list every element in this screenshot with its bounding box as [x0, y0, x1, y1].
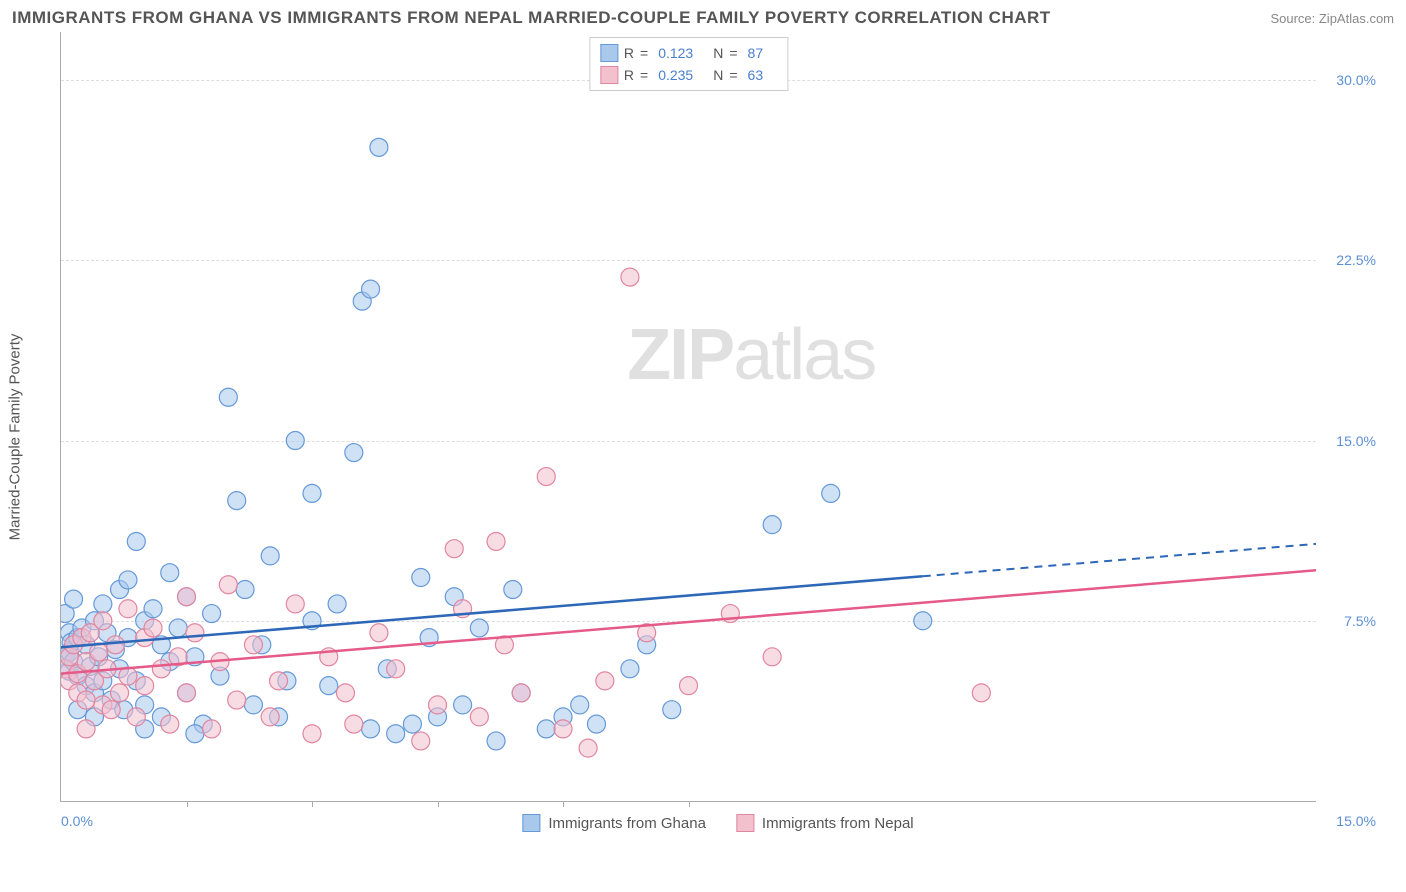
swatch-series-1: [600, 66, 618, 84]
source-label: Source: ZipAtlas.com: [1270, 11, 1394, 26]
n-value-1: 63: [748, 67, 764, 83]
legend-stats: R = 0.123 N = 87 R = 0.235 N = 63: [589, 37, 788, 91]
n-value-0: 87: [748, 45, 764, 61]
header: IMMIGRANTS FROM GHANA VS IMMIGRANTS FROM…: [0, 0, 1406, 32]
legend-stats-row-1: R = 0.235 N = 63: [600, 64, 777, 86]
chart-title: IMMIGRANTS FROM GHANA VS IMMIGRANTS FROM…: [12, 8, 1051, 28]
r-value-0: 0.123: [658, 45, 693, 61]
swatch-nepal: [736, 814, 754, 832]
legend-item-0: Immigrants from Ghana: [522, 814, 706, 832]
scatter-plot: [61, 32, 1316, 801]
r-value-1: 0.235: [658, 67, 693, 83]
swatch-series-0: [600, 44, 618, 62]
chart-container: Married-Couple Family Poverty ZIPatlas R…: [50, 32, 1386, 842]
y-axis-label: Married-Couple Family Poverty: [7, 334, 24, 541]
legend-label-0: Immigrants from Ghana: [548, 815, 706, 832]
swatch-ghana: [522, 814, 540, 832]
legend-item-1: Immigrants from Nepal: [736, 814, 914, 832]
legend-label-1: Immigrants from Nepal: [762, 815, 914, 832]
plot-area: ZIPatlas R = 0.123 N = 87 R = 0.235 N = …: [60, 32, 1316, 802]
y-tick-label: 15.0%: [1336, 433, 1376, 449]
legend-stats-row-0: R = 0.123 N = 87: [600, 42, 777, 64]
y-tick-label: 30.0%: [1336, 72, 1376, 88]
legend-series: Immigrants from Ghana Immigrants from Ne…: [522, 814, 913, 832]
x-axis-max-label: 15.0%: [1336, 813, 1376, 829]
x-axis-min-label: 0.0%: [61, 813, 93, 829]
y-tick-label: 22.5%: [1336, 252, 1376, 268]
y-tick-label: 7.5%: [1344, 613, 1376, 629]
